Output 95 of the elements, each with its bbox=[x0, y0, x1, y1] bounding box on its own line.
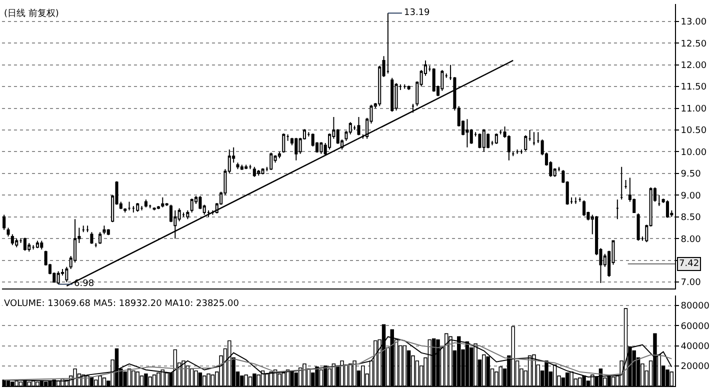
candlestick bbox=[128, 201, 131, 211]
annotation: 6.98 bbox=[74, 279, 94, 289]
candlestick bbox=[236, 162, 240, 170]
candlestick bbox=[636, 212, 640, 242]
y-tick-label: 13.00 bbox=[680, 18, 707, 28]
y-tick-label: 40000 bbox=[680, 342, 710, 352]
candlestick bbox=[499, 130, 502, 135]
chart-title: VOLUME: 13069.68 MA5: 18932.20 MA10: 23825.00 bbox=[4, 299, 240, 309]
candlestick bbox=[90, 232, 94, 244]
candlestick bbox=[666, 200, 670, 218]
candlestick bbox=[15, 238, 18, 248]
candlestick bbox=[32, 244, 35, 250]
y-tick-label: 11.50 bbox=[680, 82, 707, 93]
candlestick bbox=[124, 208, 127, 214]
candlestick bbox=[444, 73, 448, 78]
candlestick bbox=[278, 151, 281, 159]
candlestick bbox=[6, 227, 10, 237]
candlestick bbox=[386, 12, 390, 74]
candlestick bbox=[486, 132, 490, 149]
candlestick bbox=[616, 199, 619, 220]
candlestick bbox=[106, 228, 110, 236]
candlestick bbox=[182, 212, 186, 218]
candlestick bbox=[240, 164, 244, 170]
candlestick bbox=[2, 214, 6, 230]
candlestick bbox=[28, 242, 31, 252]
candlestick bbox=[82, 225, 85, 233]
y-tick-label: 8.00 bbox=[680, 234, 702, 245]
candlestick bbox=[144, 199, 148, 208]
candlestick bbox=[466, 118, 469, 148]
y-tick-label: 20000 bbox=[680, 362, 710, 372]
candlestick bbox=[403, 84, 406, 90]
candlestick bbox=[257, 169, 260, 176]
candlestick bbox=[624, 179, 628, 190]
text: (日线 前复权) bbox=[4, 8, 59, 19]
y-tick-label: 8.50 bbox=[680, 213, 702, 224]
candlestick bbox=[482, 128, 486, 152]
y-tick-label: 9.50 bbox=[680, 170, 702, 180]
candlestick bbox=[161, 196, 164, 208]
candlestick bbox=[528, 130, 532, 142]
candlestick bbox=[478, 132, 482, 149]
candlestick bbox=[10, 234, 14, 246]
candlestick bbox=[248, 164, 252, 170]
candlestick bbox=[252, 166, 256, 178]
candlestick bbox=[98, 232, 102, 244]
candlestick bbox=[132, 206, 135, 214]
candlestick bbox=[494, 132, 498, 144]
y-tick-label: 10.00 bbox=[680, 148, 707, 158]
candlestick bbox=[532, 132, 536, 146]
candlestick bbox=[520, 149, 523, 154]
candlestick bbox=[261, 168, 264, 175]
candlestick bbox=[512, 151, 515, 157]
y-tick-label: 12.00 bbox=[680, 60, 707, 71]
candlestick bbox=[578, 196, 582, 202]
candlestick bbox=[40, 240, 44, 250]
y-tick-label: 60000 bbox=[680, 322, 710, 332]
y-tick-label: 7.00 bbox=[680, 278, 702, 288]
candlestick bbox=[140, 206, 144, 211]
candlestick bbox=[432, 68, 436, 92]
candlestick bbox=[320, 142, 323, 154]
y-tick-label: 9.00 bbox=[680, 191, 702, 202]
candlestick bbox=[390, 77, 394, 112]
candlestick bbox=[294, 137, 298, 161]
candlestick bbox=[524, 134, 528, 152]
candlestick bbox=[56, 270, 60, 285]
candlestick bbox=[102, 225, 106, 235]
candlestick bbox=[307, 132, 310, 138]
candlestick bbox=[411, 103, 414, 114]
y-tick-label: 10.50 bbox=[680, 126, 707, 136]
ref-line-label: 7.42 bbox=[679, 259, 700, 269]
y-tick-label: 11.00 bbox=[680, 104, 707, 114]
candlestick bbox=[574, 196, 578, 204]
candlestick bbox=[516, 149, 519, 154]
annotation: 13.19 bbox=[404, 8, 430, 18]
candlestick bbox=[152, 206, 156, 211]
candlestick bbox=[357, 116, 360, 136]
candlestick bbox=[23, 237, 26, 252]
candlestick bbox=[582, 200, 586, 217]
candlestick bbox=[536, 132, 540, 144]
y-tick-label: 80000 bbox=[680, 302, 710, 312]
candlestick bbox=[282, 132, 286, 154]
candlestick bbox=[86, 225, 90, 233]
candlestick bbox=[65, 266, 68, 283]
candlestick bbox=[186, 210, 190, 220]
candlestick bbox=[244, 164, 248, 170]
candlestick bbox=[620, 166, 624, 200]
candlestick bbox=[190, 198, 194, 214]
candlestick bbox=[36, 240, 39, 249]
candlestick bbox=[136, 202, 140, 212]
candlestick bbox=[286, 134, 290, 142]
candlestick bbox=[270, 152, 273, 170]
candlestick bbox=[407, 85, 410, 91]
candlestick bbox=[658, 194, 661, 207]
candlestick bbox=[94, 242, 98, 248]
y-tick-label: 12.50 bbox=[680, 39, 707, 50]
candlestick bbox=[211, 210, 214, 216]
